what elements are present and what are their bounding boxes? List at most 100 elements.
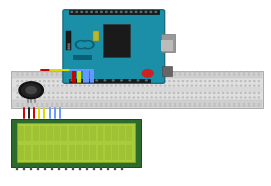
Bar	[107, 167, 109, 170]
Circle shape	[115, 93, 117, 94]
Circle shape	[205, 97, 206, 98]
Circle shape	[227, 85, 228, 86]
Circle shape	[27, 74, 28, 75]
Circle shape	[106, 81, 108, 82]
Circle shape	[179, 103, 180, 104]
Circle shape	[86, 103, 87, 104]
Circle shape	[88, 81, 90, 82]
Circle shape	[130, 74, 131, 75]
Circle shape	[71, 11, 73, 12]
Circle shape	[145, 72, 146, 73]
Circle shape	[48, 97, 50, 98]
Circle shape	[150, 103, 151, 104]
Circle shape	[133, 81, 134, 82]
Circle shape	[91, 72, 92, 73]
Bar	[17, 123, 135, 162]
Circle shape	[214, 103, 215, 104]
Circle shape	[21, 97, 23, 98]
Circle shape	[194, 74, 195, 75]
Circle shape	[57, 93, 59, 94]
Circle shape	[79, 85, 81, 86]
Circle shape	[173, 85, 175, 86]
Circle shape	[199, 74, 200, 75]
Circle shape	[155, 103, 156, 104]
Circle shape	[22, 74, 23, 75]
Circle shape	[42, 72, 43, 73]
Circle shape	[218, 85, 219, 86]
Bar	[90, 126, 96, 141]
Circle shape	[26, 87, 36, 94]
Circle shape	[84, 85, 85, 86]
Circle shape	[244, 103, 245, 104]
Circle shape	[37, 103, 38, 104]
Circle shape	[101, 11, 102, 12]
Circle shape	[121, 80, 122, 81]
Circle shape	[194, 103, 195, 104]
Circle shape	[173, 81, 175, 82]
Circle shape	[196, 81, 197, 82]
Circle shape	[22, 72, 23, 73]
Circle shape	[75, 41, 87, 49]
Circle shape	[142, 85, 143, 86]
Bar	[100, 167, 102, 170]
Circle shape	[27, 103, 28, 104]
Circle shape	[135, 74, 136, 75]
Circle shape	[236, 93, 237, 94]
Circle shape	[231, 97, 233, 98]
Circle shape	[129, 80, 131, 81]
Circle shape	[104, 80, 106, 81]
Bar	[119, 145, 125, 160]
Circle shape	[165, 74, 166, 75]
Circle shape	[62, 85, 63, 86]
Circle shape	[238, 72, 240, 73]
Circle shape	[130, 72, 131, 73]
Circle shape	[101, 72, 102, 73]
Circle shape	[75, 85, 76, 86]
Circle shape	[115, 103, 117, 104]
Circle shape	[224, 103, 225, 104]
Circle shape	[231, 85, 233, 86]
Circle shape	[120, 103, 121, 104]
Circle shape	[140, 74, 141, 75]
Circle shape	[26, 85, 27, 86]
Circle shape	[169, 85, 170, 86]
Circle shape	[244, 74, 245, 75]
Circle shape	[214, 97, 215, 98]
Circle shape	[140, 11, 142, 12]
Circle shape	[173, 97, 175, 98]
Circle shape	[151, 93, 152, 94]
Bar	[162, 66, 172, 76]
Circle shape	[91, 74, 92, 75]
Circle shape	[209, 72, 210, 73]
Circle shape	[53, 85, 54, 86]
Circle shape	[93, 85, 94, 86]
Circle shape	[26, 97, 27, 98]
Circle shape	[17, 81, 18, 82]
Bar	[40, 126, 46, 141]
Circle shape	[214, 81, 215, 82]
Circle shape	[102, 81, 103, 82]
Circle shape	[22, 84, 41, 97]
Circle shape	[124, 81, 125, 82]
Circle shape	[86, 74, 87, 75]
Circle shape	[91, 11, 92, 12]
Circle shape	[178, 85, 179, 86]
Bar	[103, 24, 130, 57]
Circle shape	[196, 93, 197, 94]
Bar	[30, 167, 32, 170]
Circle shape	[32, 74, 33, 75]
Circle shape	[249, 97, 251, 98]
Circle shape	[165, 72, 166, 73]
Circle shape	[219, 74, 220, 75]
Circle shape	[76, 103, 77, 104]
Circle shape	[66, 81, 67, 82]
Bar	[72, 167, 74, 170]
Bar	[62, 145, 67, 160]
Circle shape	[236, 81, 237, 82]
Circle shape	[209, 81, 210, 82]
Circle shape	[111, 81, 112, 82]
Circle shape	[115, 72, 117, 73]
Circle shape	[96, 74, 97, 75]
Circle shape	[102, 85, 103, 86]
Circle shape	[254, 97, 255, 98]
